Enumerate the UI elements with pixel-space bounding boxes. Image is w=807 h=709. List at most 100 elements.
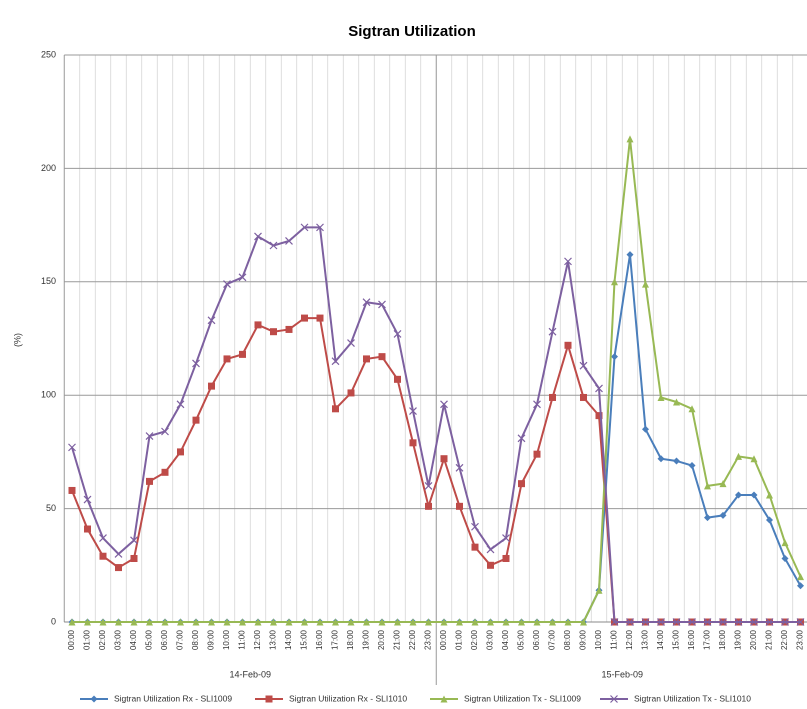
point bbox=[114, 550, 123, 558]
point bbox=[533, 618, 541, 626]
point bbox=[595, 384, 603, 393]
point bbox=[750, 618, 758, 626]
point bbox=[487, 561, 494, 569]
point bbox=[703, 618, 712, 626]
point bbox=[797, 573, 804, 581]
x-tick-label: 21:00 bbox=[393, 629, 402, 650]
point bbox=[425, 502, 432, 510]
series-line bbox=[71, 226, 801, 623]
point bbox=[316, 618, 324, 626]
point bbox=[239, 350, 246, 358]
x-tick-label: 05:00 bbox=[517, 629, 526, 650]
x-tick-label: 08:00 bbox=[563, 629, 572, 650]
point bbox=[471, 522, 479, 531]
x-tick-label: 17:00 bbox=[703, 629, 712, 650]
point bbox=[347, 339, 355, 347]
point bbox=[518, 618, 525, 626]
point bbox=[657, 618, 665, 626]
point bbox=[223, 280, 231, 288]
point bbox=[456, 618, 463, 626]
point bbox=[223, 618, 231, 626]
x-tick-label: 05:00 bbox=[145, 629, 154, 650]
point bbox=[115, 564, 122, 572]
point bbox=[285, 237, 293, 245]
x-tick-label: 22:00 bbox=[408, 629, 417, 650]
point bbox=[192, 618, 200, 626]
point bbox=[766, 516, 773, 524]
point bbox=[440, 695, 448, 703]
point bbox=[208, 382, 215, 390]
point bbox=[270, 618, 277, 626]
point bbox=[347, 389, 355, 397]
point bbox=[750, 455, 758, 463]
point bbox=[735, 491, 742, 499]
x-tick-label: 20:00 bbox=[377, 629, 386, 650]
point bbox=[424, 481, 433, 490]
point bbox=[734, 618, 743, 626]
point bbox=[68, 443, 76, 452]
y-axis-label: (%) bbox=[12, 333, 22, 347]
x-tick-label: 09:00 bbox=[579, 629, 588, 650]
point bbox=[486, 545, 495, 554]
point bbox=[84, 618, 91, 626]
legend-label: Sigtran Utilization Tx - SLI1009 bbox=[464, 693, 581, 703]
x-tick-label: 19:00 bbox=[362, 629, 371, 650]
x-tick-label: 07:00 bbox=[176, 629, 185, 650]
point bbox=[580, 393, 587, 401]
x-tick-label: 04:00 bbox=[501, 629, 510, 650]
point bbox=[750, 491, 758, 499]
y-tick-label: 200 bbox=[41, 163, 56, 173]
legend-label: Sigtran Utilization Rx - SLI1010 bbox=[289, 693, 407, 703]
point bbox=[564, 618, 572, 626]
x-tick-label: 16:00 bbox=[315, 629, 324, 650]
point bbox=[332, 618, 339, 626]
point bbox=[300, 223, 309, 232]
x-tick-label: 15:00 bbox=[300, 629, 309, 650]
point bbox=[673, 398, 680, 406]
point bbox=[796, 618, 805, 626]
point bbox=[502, 554, 510, 562]
point bbox=[270, 328, 277, 336]
point bbox=[610, 618, 619, 626]
x-tick-label: 04:00 bbox=[129, 629, 138, 650]
point bbox=[471, 543, 479, 551]
point bbox=[626, 251, 634, 259]
point bbox=[115, 618, 122, 626]
x-tick-label: 10:00 bbox=[594, 629, 603, 650]
point bbox=[781, 618, 789, 626]
x-tick-label: 10:00 bbox=[222, 629, 231, 650]
point bbox=[611, 278, 618, 286]
x-tick-label: 03:00 bbox=[486, 629, 495, 650]
point bbox=[533, 400, 541, 409]
point bbox=[455, 463, 464, 472]
point bbox=[83, 495, 92, 504]
point bbox=[425, 618, 432, 626]
x-tick-label: 23:00 bbox=[424, 629, 433, 650]
point bbox=[626, 618, 634, 626]
point bbox=[580, 618, 587, 626]
point bbox=[456, 502, 463, 510]
point bbox=[331, 357, 340, 366]
point bbox=[765, 618, 774, 626]
point bbox=[332, 405, 339, 413]
point bbox=[719, 618, 727, 626]
point bbox=[161, 427, 169, 436]
point bbox=[409, 407, 417, 416]
legend-label: Sigtran Utilization Tx - SLI1010 bbox=[634, 693, 751, 703]
point bbox=[502, 618, 510, 626]
point bbox=[146, 618, 153, 626]
point bbox=[549, 393, 556, 401]
x-tick-label: 07:00 bbox=[548, 629, 557, 650]
x-tick-label: 01:00 bbox=[455, 629, 464, 650]
point bbox=[90, 695, 98, 703]
point bbox=[657, 455, 665, 463]
x-tick-label: 21:00 bbox=[765, 629, 774, 650]
point bbox=[192, 416, 200, 424]
point bbox=[145, 432, 154, 440]
x-tick-label: 08:00 bbox=[191, 629, 200, 650]
x-tick-label: 14:00 bbox=[656, 629, 665, 650]
point bbox=[130, 536, 138, 545]
point bbox=[208, 618, 215, 626]
